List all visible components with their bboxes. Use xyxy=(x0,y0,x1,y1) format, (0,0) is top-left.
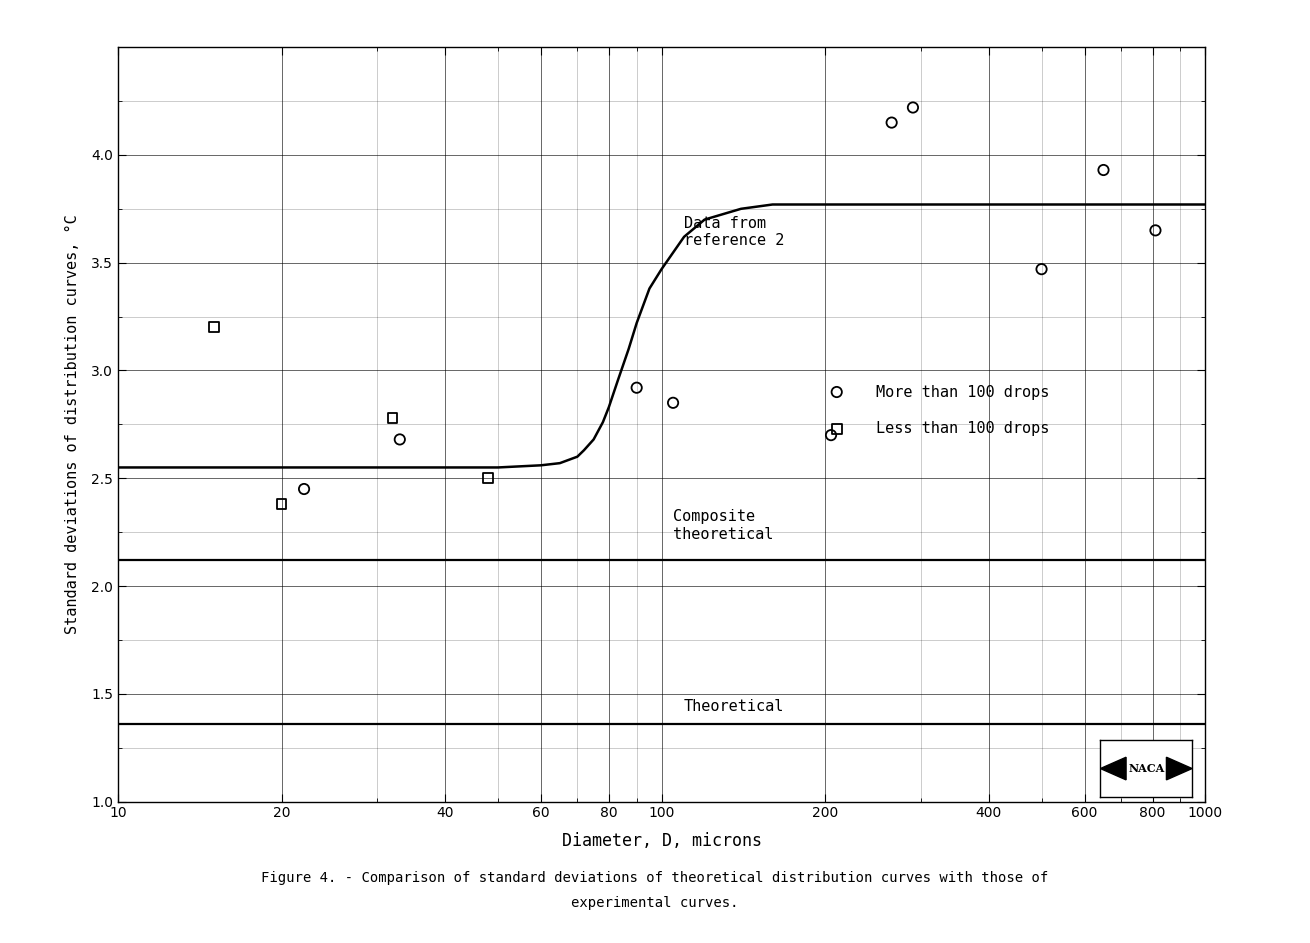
Point xyxy=(882,115,903,130)
Text: experimental curves.: experimental curves. xyxy=(571,896,739,910)
Point xyxy=(1031,261,1052,276)
Point xyxy=(1145,223,1166,238)
Point xyxy=(293,482,314,497)
Point xyxy=(820,427,841,442)
Text: Theoretical: Theoretical xyxy=(684,699,785,714)
Text: NACA: NACA xyxy=(1128,763,1165,774)
Text: More than 100 drops: More than 100 drops xyxy=(876,385,1049,400)
Point xyxy=(903,100,924,115)
Text: Composite
theoretical: Composite theoretical xyxy=(673,509,773,541)
Text: Less than 100 drops: Less than 100 drops xyxy=(876,422,1049,437)
Polygon shape xyxy=(1166,757,1192,780)
Point xyxy=(383,410,403,425)
Point xyxy=(203,320,224,335)
X-axis label: Diameter, D, microns: Diameter, D, microns xyxy=(562,832,761,850)
Point xyxy=(827,385,848,400)
Point xyxy=(271,497,292,512)
Text: Data from
reference 2: Data from reference 2 xyxy=(684,216,785,248)
Polygon shape xyxy=(1100,757,1127,780)
Point xyxy=(827,422,848,437)
Point xyxy=(478,471,499,486)
Text: Figure 4. - Comparison of standard deviations of theoretical distribution curves: Figure 4. - Comparison of standard devia… xyxy=(262,870,1048,885)
Point xyxy=(626,380,647,395)
Point xyxy=(663,395,684,410)
Y-axis label: Standard deviations of distribution curves, °C: Standard deviations of distribution curv… xyxy=(66,214,80,635)
Point xyxy=(389,432,410,447)
Point xyxy=(1093,162,1114,177)
